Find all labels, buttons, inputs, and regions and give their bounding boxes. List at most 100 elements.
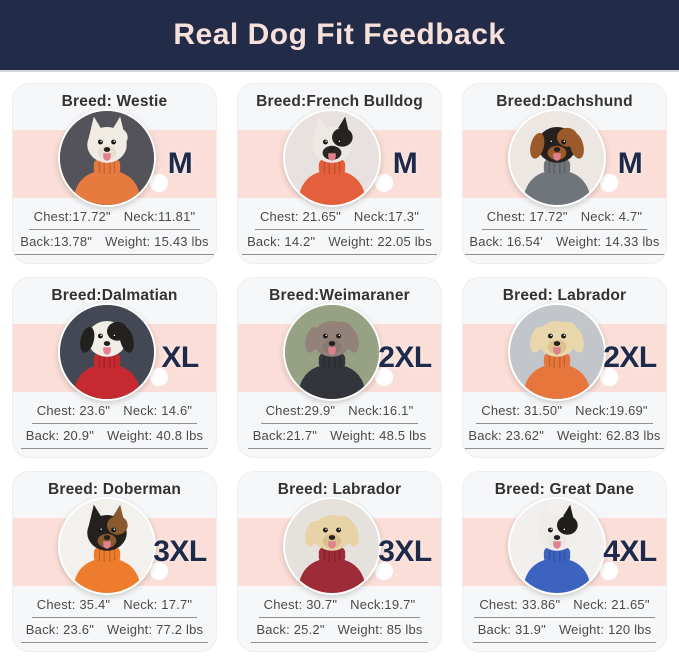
size-dot xyxy=(375,174,393,192)
fit-card-labrador-3xl: Breed: Labrador 3XL Chest: 30.7" Neck:19.… xyxy=(238,472,441,651)
dog-photo-icon xyxy=(510,305,604,399)
neck-value: Neck: 4.7" xyxy=(580,209,643,224)
back-value: Back:21.7" xyxy=(252,428,318,443)
fit-card-doberman: Breed: Doberman 3XL Chest: 35.4" Neck: 17… xyxy=(13,472,216,651)
chest-value: Chest: 30.7" xyxy=(263,597,338,612)
measurement-line-2: Back: 25.2" Weight: 85 lbs xyxy=(238,621,441,643)
neck-value: Neck:19.69" xyxy=(575,403,648,418)
breed-label: Breed:Dachshund xyxy=(496,93,633,110)
measurement-line-2: Back: 16.54' Weight: 14.33 lbs xyxy=(463,233,666,255)
weight-value: Weight: 120 lbs xyxy=(558,622,652,637)
size-label: M xyxy=(617,147,643,180)
dog-photo-icon xyxy=(60,111,154,205)
measurement-line-2: Back: 31.9" Weight: 120 lbs xyxy=(463,621,666,643)
back-value: Back: 31.9" xyxy=(477,622,546,637)
measurement-line-1: Chest:17.72" Neck:11.81" xyxy=(13,208,216,230)
dog-photo xyxy=(283,497,381,595)
dog-photo-icon xyxy=(285,111,379,205)
measurement-line-1: Chest: 35.4" Neck: 17.7" xyxy=(13,596,216,618)
weight-value: Weight: 77.2 lbs xyxy=(107,622,204,637)
chest-value: Chest: 21.65" xyxy=(259,209,341,224)
fit-card-dachshund: Breed:Dachshund M Chest: 17.72" Neck: 4.7… xyxy=(463,84,666,263)
neck-value: Neck:11.81" xyxy=(123,209,196,224)
back-value: Back: 25.2" xyxy=(256,622,325,637)
dog-photo xyxy=(283,109,381,207)
size-label: 3XL xyxy=(153,535,207,568)
breed-label: Breed: Labrador xyxy=(277,481,402,498)
size-dot xyxy=(150,368,168,386)
size-dot xyxy=(600,368,618,386)
weight-value: Weight: 40.8 lbs xyxy=(107,428,204,443)
dog-photo xyxy=(283,303,381,401)
size-dot xyxy=(150,174,168,192)
fit-card-french-bulldog: Breed:French Bulldog M Chest: 21.65" Neck… xyxy=(238,84,441,263)
chest-value: Chest: 23.6" xyxy=(36,403,111,418)
size-label: 2XL xyxy=(603,341,657,374)
size-label: M xyxy=(392,147,418,180)
dog-photo xyxy=(508,303,606,401)
chest-value: Chest: 17.72" xyxy=(486,209,568,224)
chest-value: Chest:17.72" xyxy=(33,209,111,224)
dog-photo-icon xyxy=(510,111,604,205)
measurement-line-1: Chest: 17.72" Neck: 4.7" xyxy=(463,208,666,230)
weight-value: Weight: 85 lbs xyxy=(337,622,423,637)
breed-label: Breed: Labrador xyxy=(502,287,627,304)
header-banner: Real Dog Fit Feedback xyxy=(0,0,679,72)
dog-photo xyxy=(58,497,156,595)
weight-value: Weight: 15.43 lbs xyxy=(105,234,209,249)
dog-photo xyxy=(508,109,606,207)
neck-value: Neck: 17.7" xyxy=(123,597,193,612)
fit-card-westie: Breed: Westie M Chest:17.72" Neck:11.81" … xyxy=(13,84,216,263)
chest-value: Chest: 33.86" xyxy=(479,597,561,612)
cards-grid: Breed: Westie M Chest:17.72" Neck:11.81" … xyxy=(0,72,679,651)
breed-label: Breed:Weimaraner xyxy=(269,287,410,304)
size-dot xyxy=(600,562,618,580)
measurement-line-2: Back:21.7" Weight: 48.5 lbs xyxy=(238,427,441,449)
chest-value: Chest:29.9" xyxy=(265,403,336,418)
dog-photo-icon xyxy=(60,499,154,593)
neck-value: Neck:19.7" xyxy=(350,597,416,612)
measurement-line-2: Back: 20.9" Weight: 40.8 lbs xyxy=(13,427,216,449)
fit-card-great-dane: Breed: Great Dane 4XL Chest: 33.86" Neck:… xyxy=(463,472,666,651)
weight-value: Weight: 48.5 lbs xyxy=(330,428,427,443)
measurement-line-1: Chest: 30.7" Neck:19.7" xyxy=(238,596,441,618)
breed-label: Breed: Westie xyxy=(61,93,168,110)
size-dot xyxy=(600,174,618,192)
chest-value: Chest: 31.50" xyxy=(481,403,563,418)
size-dot xyxy=(150,562,168,580)
fit-card-labrador-2xl: Breed: Labrador 2XL Chest: 31.50" Neck:19… xyxy=(463,278,666,457)
measurement-line-1: Chest: 31.50" Neck:19.69" xyxy=(463,402,666,424)
size-label: 2XL xyxy=(378,341,432,374)
dog-photo-icon xyxy=(285,305,379,399)
measurement-line-2: Back:13.78" Weight: 15.43 lbs xyxy=(13,233,216,255)
dog-photo-icon xyxy=(60,305,154,399)
breed-label: Breed:Dalmatian xyxy=(51,287,178,304)
back-value: Back: 20.9" xyxy=(25,428,95,443)
dog-photo-icon xyxy=(510,499,604,593)
size-dot xyxy=(375,368,393,386)
size-label: 3XL xyxy=(378,535,432,568)
size-label: XL xyxy=(161,341,199,374)
back-value: Back: 23.62" xyxy=(468,428,545,443)
measurement-line-2: Back: 14.2" Weight: 22.05 lbs xyxy=(238,233,441,255)
dog-photo-icon xyxy=(285,499,379,593)
neck-value: Neck: 21.65" xyxy=(573,597,650,612)
measurement-line-2: Back: 23.62" Weight: 62.83 lbs xyxy=(463,427,666,449)
measurement-line-2: Back: 23.6" Weight: 77.2 lbs xyxy=(13,621,216,643)
measurement-line-1: Chest: 33.86" Neck: 21.65" xyxy=(463,596,666,618)
breed-label: Breed: Great Dane xyxy=(494,481,635,498)
neck-value: Neck: 14.6" xyxy=(123,403,193,418)
dog-photo xyxy=(508,497,606,595)
fit-card-weimaraner: Breed:Weimaraner 2XL Chest:29.9" Neck:16.… xyxy=(238,278,441,457)
measurement-line-1: Chest: 21.65" Neck:17.3" xyxy=(238,208,441,230)
back-value: Back: 14.2" xyxy=(247,234,316,249)
weight-value: Weight: 22.05 lbs xyxy=(328,234,432,249)
breed-label: Breed: Doberman xyxy=(47,481,182,498)
chest-value: Chest: 35.4" xyxy=(36,597,111,612)
breed-label: Breed:French Bulldog xyxy=(256,93,423,110)
page-title: Real Dog Fit Feedback xyxy=(173,18,506,51)
weight-value: Weight: 14.33 lbs xyxy=(555,234,660,249)
neck-value: Neck:17.3" xyxy=(353,209,420,224)
weight-value: Weight: 62.83 lbs xyxy=(557,428,661,443)
